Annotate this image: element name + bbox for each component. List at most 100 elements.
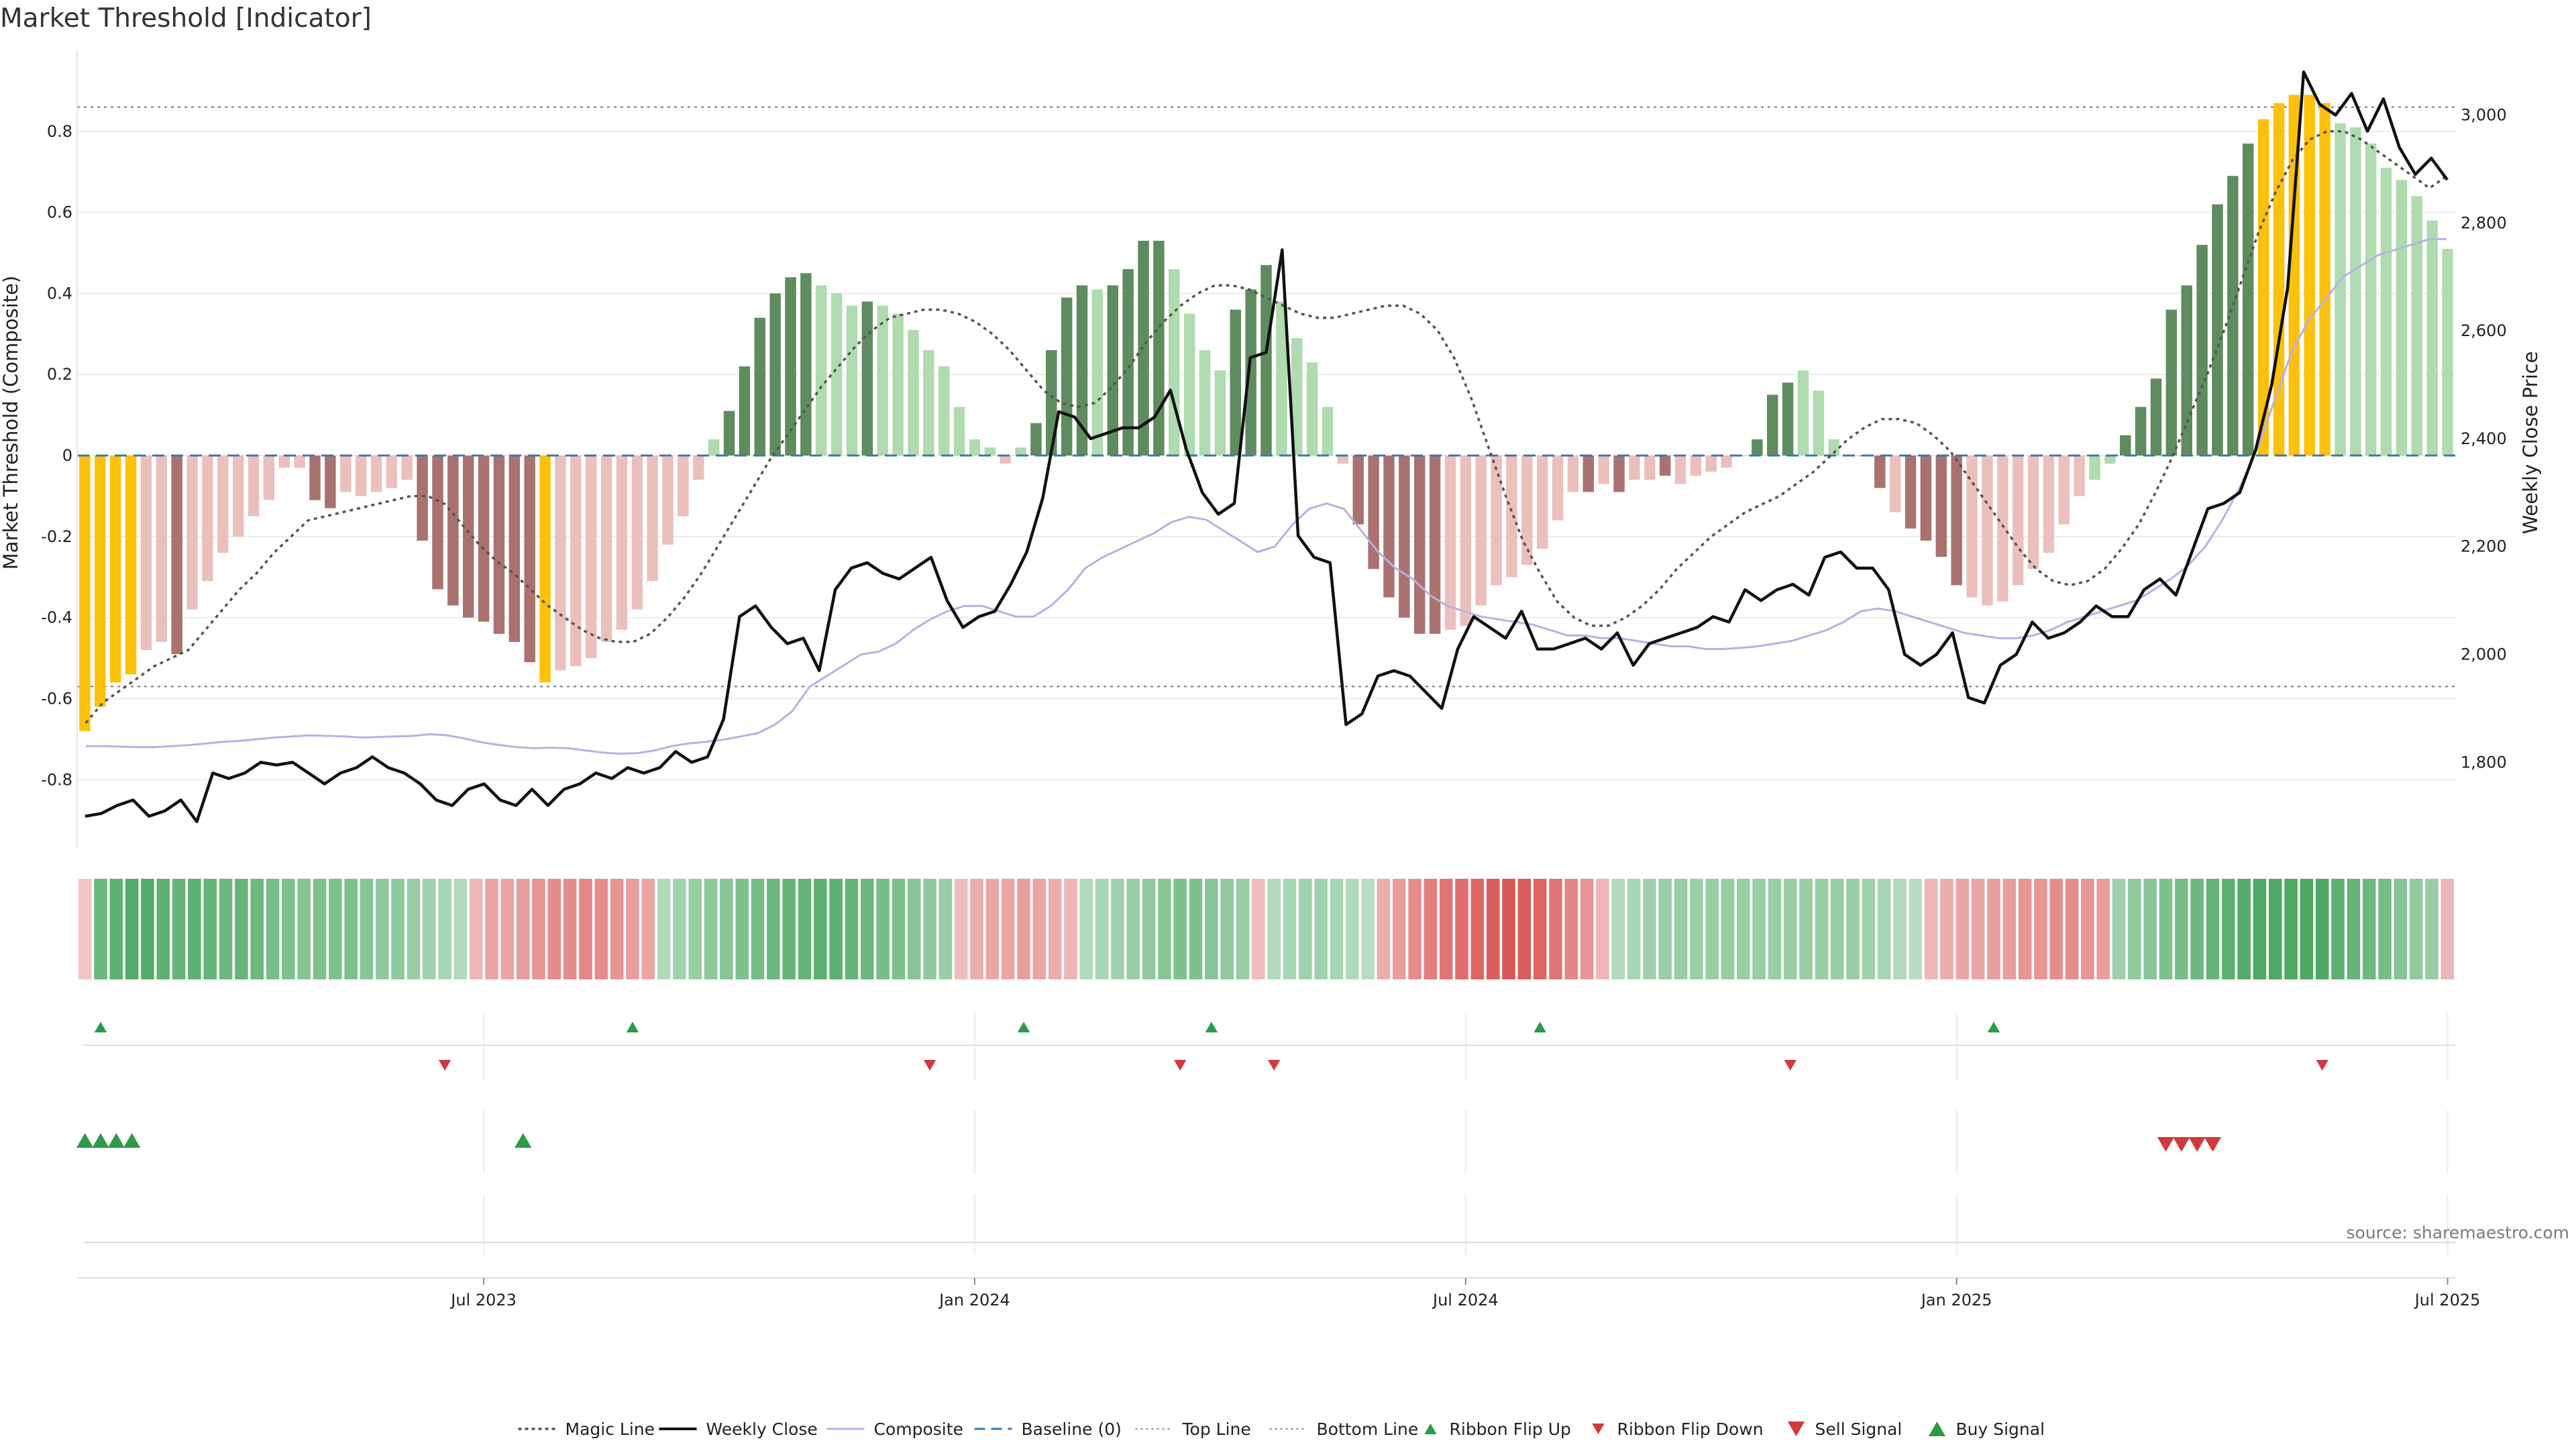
composite-bar xyxy=(1889,455,1901,513)
composite-bar xyxy=(2288,95,2300,456)
ribbon-cell xyxy=(266,879,280,979)
ribbon-cell xyxy=(2362,879,2376,979)
composite-bar xyxy=(693,455,704,480)
composite-bar xyxy=(79,455,91,731)
composite-bar xyxy=(309,455,321,500)
ribbon-cell xyxy=(1815,879,1829,979)
composite-bar xyxy=(1306,362,1318,456)
composite-bar xyxy=(432,455,443,590)
composite-bar xyxy=(1322,407,1334,456)
composite-bar xyxy=(355,455,367,496)
legend-swatch xyxy=(1424,1424,1437,1434)
buy-signal-marker xyxy=(107,1133,125,1148)
ribbon-cell xyxy=(250,879,264,979)
composite-bar xyxy=(908,329,919,456)
composite-bar xyxy=(278,455,290,468)
ribbon-cell xyxy=(1283,879,1297,979)
ribbon-cell xyxy=(1752,879,1766,979)
ribbon-cell xyxy=(1048,879,1062,979)
ribbon-cell xyxy=(2300,879,2314,979)
composite-bar xyxy=(1644,455,1656,480)
composite-bar xyxy=(125,455,137,675)
composite-bar xyxy=(1399,455,1410,618)
legend-item: Weekly Close xyxy=(659,1419,818,1439)
composite-bar xyxy=(1690,455,1702,476)
ribbon-cell xyxy=(1768,879,1782,979)
composite-bar xyxy=(2027,455,2039,570)
ribbon-cell xyxy=(2206,879,2220,979)
composite-bar xyxy=(2319,103,2330,456)
ribbon-cell xyxy=(1032,879,1046,979)
x-tick-label: Jan 2025 xyxy=(1920,1291,1992,1309)
ribbon-cell xyxy=(704,879,718,979)
ribbon-flip-up-marker xyxy=(626,1022,639,1032)
composite-bar xyxy=(1752,439,1763,456)
ribbon-cell xyxy=(1658,879,1672,979)
ribbon-cell xyxy=(1533,879,1547,979)
composite-bar xyxy=(2334,123,2346,456)
composite-bar xyxy=(2120,435,2131,456)
composite-bar xyxy=(1536,455,1548,549)
ribbon-cell xyxy=(282,879,295,979)
ribbon-flip-up-marker xyxy=(1205,1022,1218,1032)
composite-bar xyxy=(1444,455,1456,630)
buy-signal-marker xyxy=(76,1133,94,1148)
left-axis-title: Market Threshold (Composite) xyxy=(0,276,22,570)
composite-bar xyxy=(1383,455,1395,598)
ribbon-cell xyxy=(938,879,953,979)
ribbon-cell xyxy=(735,879,749,979)
ribbon-cell xyxy=(1643,879,1656,979)
ribbon-flip-down-marker xyxy=(438,1060,451,1071)
composite-bar xyxy=(1813,390,1825,456)
ribbon-cell xyxy=(1502,879,1515,979)
ribbon-cell xyxy=(2440,879,2455,979)
composite-bar xyxy=(2212,204,2223,456)
ribbon-cell xyxy=(1299,879,1312,979)
composite-bar xyxy=(2058,455,2070,525)
ribbon-cell xyxy=(2096,879,2110,979)
composite-bar xyxy=(1153,240,1165,456)
ribbon-cell xyxy=(1001,879,1015,979)
x-tick-label: Jul 2023 xyxy=(449,1291,517,1309)
legend-item: Bottom Line xyxy=(1269,1419,1418,1439)
legend-label: Sell Signal xyxy=(1815,1419,1902,1439)
composite-bar xyxy=(1997,455,2008,602)
ribbon-cell xyxy=(2190,879,2204,979)
composite-bar xyxy=(1552,455,1564,521)
ribbon-cell xyxy=(2315,879,2329,979)
ribbon-cell xyxy=(453,879,468,979)
ribbon-cell xyxy=(1862,879,1876,979)
ribbon-cell xyxy=(1314,879,1328,979)
ribbon-cell xyxy=(1517,879,1532,979)
composite-bar xyxy=(2365,143,2377,456)
y2-tick-label: 2,200 xyxy=(2461,537,2507,556)
legend-item: Buy Signal xyxy=(1928,1419,2045,1439)
trend-ribbon xyxy=(78,879,2455,979)
ribbon-cell xyxy=(313,879,327,979)
ribbon-cell xyxy=(2159,879,2173,979)
ribbon-cell xyxy=(1330,879,1344,979)
composite-bar xyxy=(555,455,566,671)
composite-bar xyxy=(570,455,582,667)
ribbon-cell xyxy=(375,879,389,979)
composite-bar xyxy=(1337,455,1349,464)
composite-bar xyxy=(263,455,275,500)
composite-bar xyxy=(2243,143,2254,456)
ribbon-cell xyxy=(814,879,827,979)
ribbon-cell xyxy=(1189,879,1203,979)
composite-bar xyxy=(294,455,305,468)
ribbon-cell xyxy=(1877,879,1891,979)
composite-bar xyxy=(1260,265,1272,456)
composite-bar xyxy=(2426,220,2438,456)
composite-bar xyxy=(156,455,168,642)
right-y-axis: 1,800 2,000 2,200 2,400 2,600 2,800 3,000 xyxy=(2461,105,2507,771)
composite-bar xyxy=(984,447,996,456)
composite-bar xyxy=(539,455,551,683)
composite-bar xyxy=(1230,309,1241,456)
ribbon-flip-up-marker xyxy=(94,1022,107,1032)
composite-bar xyxy=(1506,455,1517,578)
y-tick-label: 0.8 xyxy=(47,122,72,141)
reference-lines xyxy=(77,106,2455,688)
composite-bar xyxy=(1199,350,1211,456)
composite-bar xyxy=(248,455,260,517)
